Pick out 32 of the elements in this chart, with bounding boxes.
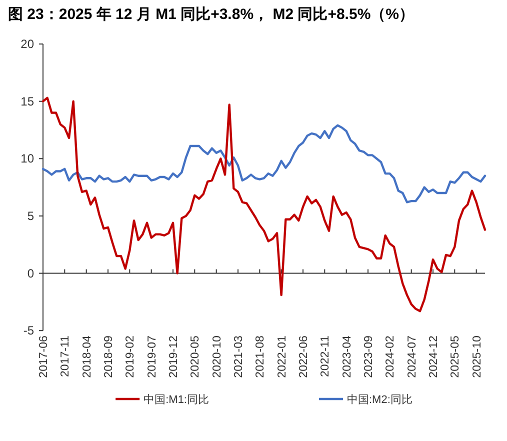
y-tick-label: 5 <box>27 208 34 223</box>
x-tick-label: 2019-02 <box>124 336 137 378</box>
x-tick-label: 2025-05 <box>450 336 462 378</box>
y-tick-label: 0 <box>27 266 34 280</box>
x-tick-label: 2024-02 <box>384 336 397 378</box>
y-tick-label: 15 <box>20 94 34 108</box>
x-tick-label: 2021-03 <box>233 336 245 378</box>
x-tick-label: 2022-06 <box>298 336 310 378</box>
x-tick-label: 2018-04 <box>81 335 94 378</box>
x-tick-label: 2023-09 <box>363 336 375 378</box>
y-tick-label: -5 <box>23 324 34 338</box>
legend-label: 中国:M1:同比 <box>144 393 209 406</box>
x-tick-label: 2019-07 <box>146 336 158 378</box>
x-tick-label: 2025-10 <box>471 336 484 378</box>
x-tick-label: 2024-07 <box>406 336 418 378</box>
x-tick-label: 2024-12 <box>428 336 440 378</box>
x-tick-label: 2019-12 <box>168 336 180 378</box>
x-tick-label: 2022-01 <box>276 336 288 378</box>
x-tick-label: 2017-11 <box>60 336 72 377</box>
line-series <box>42 96 486 312</box>
x-tick-label: 2017-06 <box>38 336 50 378</box>
x-tick-label: 2020-05 <box>190 336 202 378</box>
x-tick-label: 2021-08 <box>254 336 267 378</box>
legend-label: 中国:M2:同比 <box>347 393 412 406</box>
y-tick-label: 10 <box>20 152 34 166</box>
y-tick-label: 20 <box>20 37 34 51</box>
chart-title: 图 23：2025 年 12 月 M1 同比+3.8%， M2 同比+8.5%（%） <box>8 6 414 23</box>
x-tick-label: 2020-10 <box>211 336 224 378</box>
x-tick-label: 2023-04 <box>341 335 354 378</box>
x-tick-label: 2022-11 <box>320 336 332 377</box>
line-series <box>42 124 486 204</box>
x-tick-label: 2018-09 <box>103 336 115 378</box>
